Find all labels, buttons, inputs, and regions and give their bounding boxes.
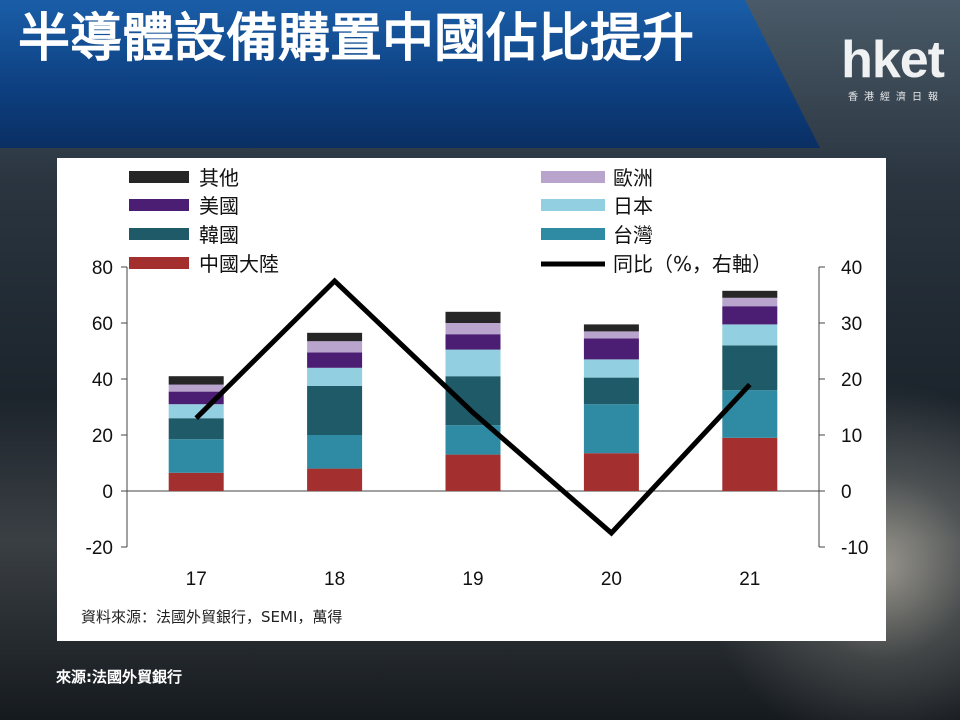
right-tick-label: 10 <box>841 426 862 447</box>
bar-segment <box>307 367 363 386</box>
bar-segment <box>583 377 639 405</box>
bar-segment <box>722 390 778 438</box>
x-tick-label: 17 <box>186 569 207 590</box>
bar-segment <box>445 323 501 335</box>
bar-segment <box>307 341 363 353</box>
yoy-line <box>194 277 752 537</box>
right-tick-label: 0 <box>841 482 852 503</box>
bar-segment <box>722 345 778 391</box>
legend-swatch <box>129 171 189 183</box>
legend-label: 中國大陸 <box>199 252 279 276</box>
bar-segment <box>583 359 639 378</box>
bar-segment <box>722 297 778 307</box>
bar-segment <box>583 324 639 332</box>
bar-segment <box>583 453 639 491</box>
legend-swatch <box>541 228 605 240</box>
legend-label: 日本 <box>613 194 653 218</box>
chart-source-note: 資料來源：法國外貿銀行，SEMI，萬得 <box>81 608 342 626</box>
bars <box>168 290 778 491</box>
legend-swatch <box>541 199 605 211</box>
legend-label: 美國 <box>199 194 239 218</box>
bar-segment <box>168 384 224 392</box>
headline-banner: 半導體設備購置中國佔比提升 <box>0 0 820 148</box>
bar-segment <box>307 468 363 491</box>
bar-segment <box>168 439 224 473</box>
bar-segment <box>307 435 363 469</box>
x-tick-label: 21 <box>739 569 760 590</box>
hket-logo: hket 香港經濟日報 <box>841 31 945 103</box>
right-tick-label: 40 <box>841 258 862 279</box>
left-tick-label: 0 <box>102 482 113 503</box>
bar-segment <box>583 404 639 454</box>
x-tick-label: 20 <box>601 569 622 590</box>
legend-swatch <box>129 228 189 240</box>
bar-segment <box>307 386 363 435</box>
bar-segment <box>307 352 363 368</box>
right-tick-label: 20 <box>841 370 862 391</box>
x-tick-label: 18 <box>324 569 345 590</box>
legend-swatch <box>129 199 189 211</box>
footer-source: 來源:法國外貿銀行 <box>56 668 182 686</box>
legend-swatch <box>541 171 605 183</box>
bar-segment <box>168 376 224 385</box>
axes: 80 60 40 20 0 -20 40 30 20 10 0 -10 17 18 19 20 21 <box>86 258 869 590</box>
legend-swatch <box>129 257 189 269</box>
legend-label: 其他 <box>199 166 239 190</box>
bar-segment <box>445 311 501 323</box>
chart-panel: 其他美國韓國中國大陸 歐洲日本台灣同比（%，右軸） 80 60 40 20 0 -20 40 3… <box>57 158 886 641</box>
bar-segment <box>168 472 224 491</box>
right-tick-label: 30 <box>841 314 862 335</box>
legend-label: 韓國 <box>199 223 239 247</box>
bar-segment <box>445 454 501 491</box>
logo-wordmark: hket <box>841 31 945 89</box>
bar-segment <box>445 334 501 350</box>
logo-subtitle: 香港經濟日報 <box>848 92 944 103</box>
right-tick-label: -10 <box>841 538 868 559</box>
bar-segment <box>583 331 639 339</box>
left-tick-label: 20 <box>92 426 113 447</box>
bar-segment <box>307 332 363 342</box>
bar-segment <box>722 290 778 298</box>
bar-segment <box>583 338 639 360</box>
bar-segment <box>445 349 501 377</box>
legend-label: 同比（%，右軸） <box>613 252 772 276</box>
left-tick-label: 80 <box>92 258 113 279</box>
bar-segment <box>445 376 501 426</box>
headline-title: 半導體設備購置中國佔比提升 <box>18 9 695 69</box>
legend-label: 台灣 <box>613 223 653 247</box>
bar-segment <box>722 324 778 346</box>
bar-segment <box>168 418 224 440</box>
bar-segment <box>722 306 778 325</box>
bar-segment <box>722 437 778 491</box>
left-tick-label: 60 <box>92 314 113 335</box>
yoy-line-series <box>194 277 752 537</box>
x-tick-label: 19 <box>462 569 483 590</box>
legend-label: 歐洲 <box>613 166 653 190</box>
left-tick-label: -20 <box>86 538 113 559</box>
left-tick-label: 40 <box>92 370 113 391</box>
